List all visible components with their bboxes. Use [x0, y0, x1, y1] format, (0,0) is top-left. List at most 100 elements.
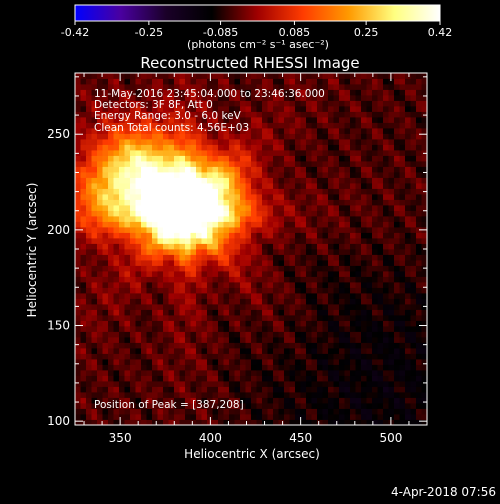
heatmap-cell [75, 370, 81, 376]
heatmap-cell [416, 177, 422, 184]
heatmap-cell [372, 221, 378, 228]
heatmap-cell [295, 232, 301, 239]
heatmap-cell [300, 304, 307, 310]
heatmap-cell [135, 188, 142, 195]
heatmap-cell [113, 320, 120, 327]
heatmap-cell [135, 128, 142, 134]
heatmap-cell [377, 260, 384, 266]
heatmap-cell [405, 304, 411, 310]
heatmap-cell [256, 353, 263, 360]
heatmap-cell [119, 304, 125, 310]
heatmap-cell [179, 370, 186, 376]
heatmap-cell [185, 337, 191, 343]
heatmap-cell [190, 403, 197, 409]
heatmap-cell [174, 403, 180, 409]
heatmap-cell [344, 304, 351, 310]
heatmap-cell [234, 353, 241, 360]
heatmap-cell [75, 84, 81, 90]
heatmap-cell [91, 282, 98, 288]
heatmap-cell [91, 397, 98, 404]
heatmap-cell [152, 331, 158, 338]
heatmap-cell [366, 227, 373, 233]
heatmap-cell [97, 359, 103, 365]
heatmap-cell [163, 210, 169, 217]
heatmap-cell [201, 177, 208, 184]
heatmap-cell [124, 397, 131, 404]
heatmap-cell [317, 364, 323, 371]
heatmap-cell [273, 276, 279, 283]
heatmap-cell [75, 386, 81, 393]
heatmap-cell [196, 84, 202, 90]
heatmap-cell [80, 194, 87, 200]
heatmap-cell [168, 133, 175, 140]
heatmap-cell [273, 271, 279, 277]
heatmap-cell [196, 199, 202, 206]
heatmap-cell [212, 265, 219, 272]
heatmap-cell [75, 381, 81, 387]
heatmap-cell [372, 282, 378, 288]
heatmap-cell [322, 353, 329, 360]
heatmap-cell [75, 177, 81, 184]
heatmap-cell [416, 139, 422, 145]
heatmap-cell [388, 304, 395, 310]
heatmap-cell [377, 139, 384, 145]
heatmap-cell [399, 210, 406, 217]
heatmap-cell [383, 271, 389, 277]
heatmap-cell [344, 221, 351, 228]
heatmap-cell [333, 326, 340, 332]
heatmap-cell [289, 370, 296, 376]
heatmap-cell [399, 95, 406, 101]
heatmap-cell [108, 392, 114, 398]
heatmap-cell [152, 353, 158, 360]
heatmap-cell [344, 194, 351, 200]
heatmap-cell [256, 243, 263, 250]
heatmap-cell [361, 326, 367, 332]
heatmap-cell [328, 375, 334, 382]
heatmap-cell [91, 205, 98, 211]
heatmap-cell [119, 194, 125, 200]
heatmap-cell [168, 243, 175, 250]
heatmap-cell [317, 353, 323, 360]
heatmap-cell [278, 375, 285, 382]
heatmap-cell [97, 205, 103, 211]
heatmap-cell [322, 337, 329, 343]
heatmap-cell [102, 359, 109, 365]
heatmap-cell [344, 298, 351, 305]
heatmap-cell [141, 188, 147, 195]
heatmap-cell [388, 144, 395, 151]
heatmap-cell [355, 315, 362, 321]
heatmap-cell [229, 122, 235, 129]
heatmap-cell [344, 166, 351, 173]
heatmap-cell [157, 381, 164, 387]
heatmap-cell [388, 183, 395, 189]
heatmap-cell [366, 216, 373, 222]
heatmap-cell [168, 144, 175, 151]
heatmap-cell [124, 133, 131, 140]
heatmap-cell [383, 265, 389, 272]
heatmap-cell [278, 260, 285, 266]
heatmap-cell [300, 298, 307, 305]
heatmap-cell [146, 364, 153, 371]
heatmap-cell [394, 408, 400, 415]
heatmap-cell [421, 342, 428, 349]
heatmap-cell [185, 381, 191, 387]
heatmap-cell [410, 188, 417, 195]
heatmap-cell [328, 106, 334, 112]
heatmap-cell [234, 309, 241, 316]
heatmap-cell [245, 243, 252, 250]
heatmap-cell [322, 172, 329, 178]
heatmap-cell [377, 304, 384, 310]
heatmap-cell [245, 73, 252, 79]
heatmap-cell [245, 293, 252, 299]
heatmap-cell [234, 414, 241, 420]
heatmap-cell [146, 73, 153, 79]
heatmap-cell [157, 216, 164, 222]
heatmap-cell [223, 342, 230, 349]
heatmap-cell [278, 298, 285, 305]
heatmap-cell [218, 122, 224, 129]
heatmap-cell [157, 111, 164, 118]
heatmap-cell [97, 254, 103, 261]
heatmap-cell [124, 381, 131, 387]
heatmap-cell [97, 320, 103, 327]
heatmap-cell [207, 397, 213, 404]
